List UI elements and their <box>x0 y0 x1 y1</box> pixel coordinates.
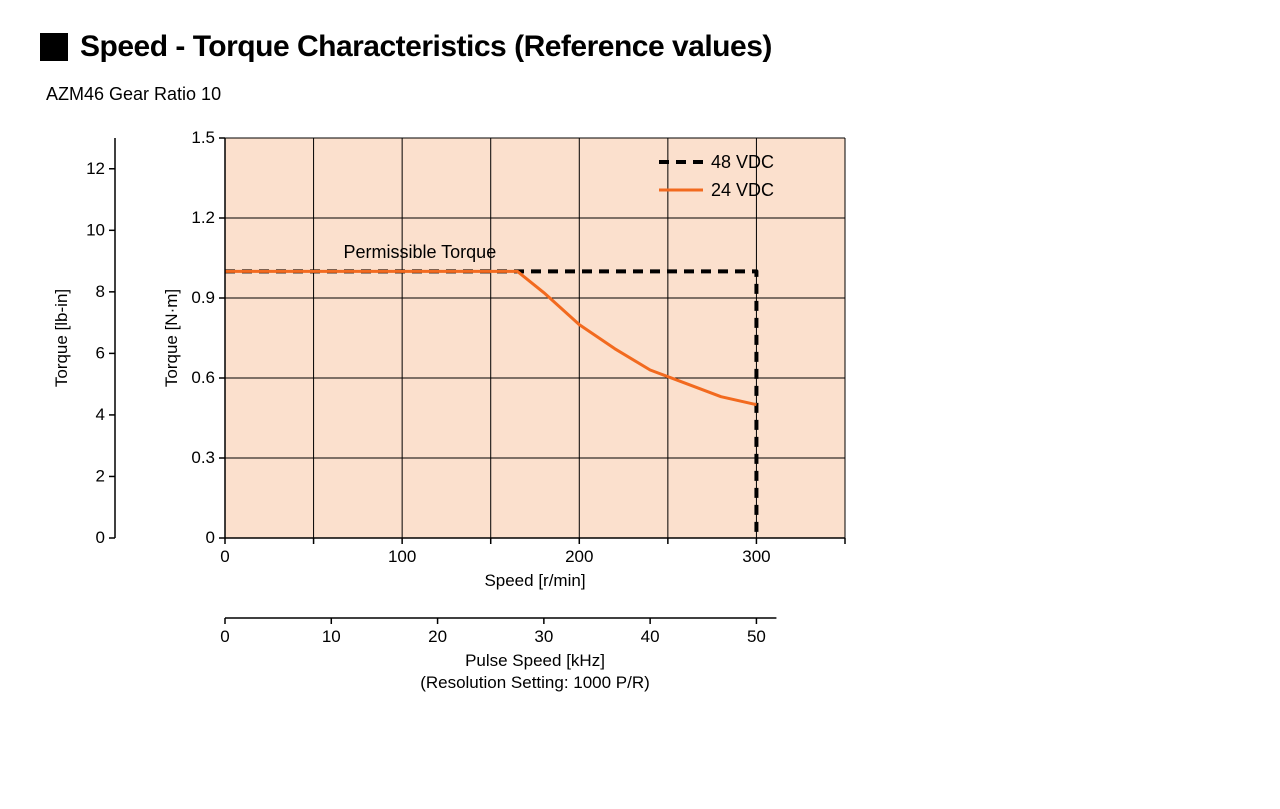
y-inner-tick-label: 0.6 <box>191 368 215 387</box>
x2-tick-label: 10 <box>322 627 341 646</box>
x2-axis-label: Pulse Speed [kHz] <box>465 651 605 670</box>
x-tick-label: 100 <box>388 547 416 566</box>
y-outer-tick-label: 10 <box>86 220 105 239</box>
y-inner-tick-label: 1.5 <box>191 128 215 147</box>
y-outer-tick-label: 2 <box>96 466 105 485</box>
y-outer-tick-label: 8 <box>96 282 105 301</box>
x2-tick-label: 0 <box>220 627 229 646</box>
x2-tick-label: 50 <box>747 627 766 646</box>
y-inner-tick-label: 0.9 <box>191 288 215 307</box>
y-outer-tick-label: 0 <box>96 528 105 547</box>
legend-label: 24 VDC <box>711 180 774 200</box>
x2-axis-sublabel: (Resolution Setting: 1000 P/R) <box>420 673 650 692</box>
y-outer-tick-label: 6 <box>96 343 105 362</box>
y-outer-tick-label: 12 <box>86 159 105 178</box>
page-subtitle: AZM46 Gear Ratio 10 <box>46 84 1240 105</box>
legend-label: 48 VDC <box>711 152 774 172</box>
y-outer-axis-label: Torque [lb-in] <box>52 289 71 387</box>
page-title: Speed - Torque Characteristics (Referenc… <box>80 30 772 64</box>
x2-tick-label: 40 <box>641 627 660 646</box>
y-inner-tick-label: 1.2 <box>191 208 215 227</box>
title-bullet-square <box>40 33 68 61</box>
x2-tick-label: 30 <box>534 627 553 646</box>
permissible-torque-label: Permissible Torque <box>343 242 496 262</box>
x-tick-label: 200 <box>565 547 593 566</box>
x2-tick-label: 20 <box>428 627 447 646</box>
y-inner-tick-label: 0.3 <box>191 448 215 467</box>
x-tick-label: 300 <box>742 547 770 566</box>
page-title-row: Speed - Torque Characteristics (Referenc… <box>40 30 1240 64</box>
torque-speed-chart: Permissible Torque 0 0.3 0.6 0.9 1.2 1.5 Torque… <box>40 123 860 723</box>
chart-svg: Permissible Torque 0 0.3 0.6 0.9 1.2 1.5 Torque… <box>40 123 860 723</box>
y-inner-axis-label: Torque [N·m] <box>162 289 181 387</box>
y-inner-tick-label: 0 <box>206 528 215 547</box>
x-axis-label: Speed [r/min] <box>484 571 585 590</box>
y-outer-tick-label: 4 <box>96 405 105 424</box>
x-tick-label: 0 <box>220 547 229 566</box>
